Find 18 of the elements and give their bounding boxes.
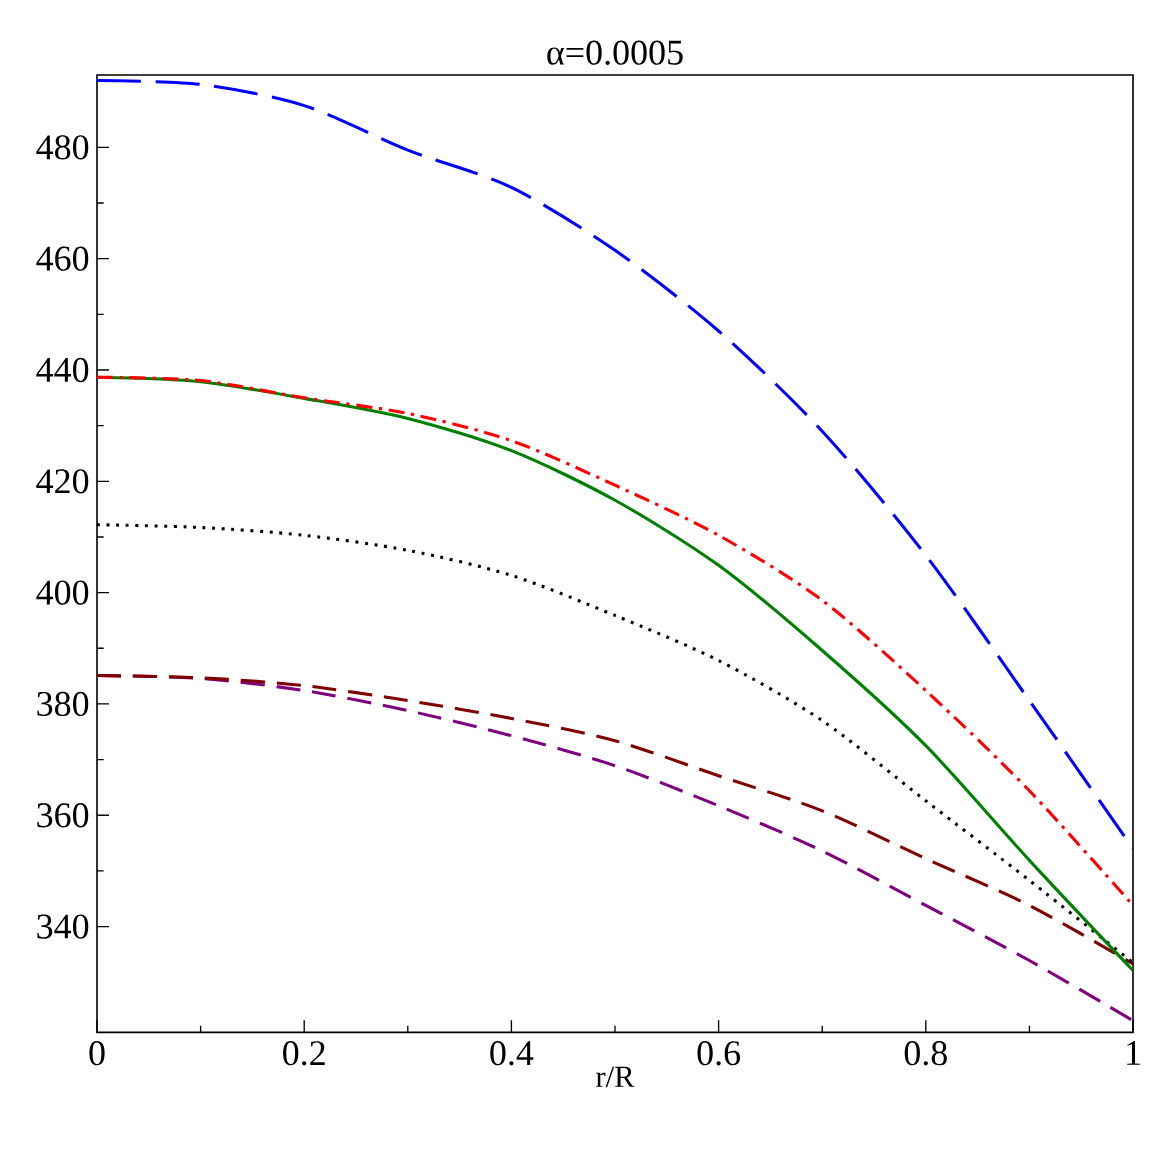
y-tick-label: 360 <box>37 802 89 828</box>
line-series <box>97 673 1134 966</box>
line-series <box>97 78 1134 851</box>
x-tick-label: 0.6 <box>697 1040 741 1066</box>
y-tick-label: 380 <box>37 691 89 716</box>
y-tick-label: 480 <box>36 135 89 160</box>
y-tick-label: 400 <box>36 580 89 605</box>
chart-title: α=0.0005 <box>547 40 683 65</box>
x-tick-label: 0.4 <box>490 1040 534 1066</box>
y-tick-label: 340 <box>37 914 89 939</box>
x-axis-title: r/R <box>596 1066 635 1087</box>
y-tick-label: 440 <box>36 357 89 382</box>
x-tick-label: 0.8 <box>904 1040 947 1066</box>
x-tick-label: 0.2 <box>283 1040 325 1066</box>
y-tick-label: 420 <box>36 469 89 494</box>
y-tick-label: 460 <box>36 246 89 271</box>
x-tick-label: 0 <box>89 1040 105 1066</box>
x-tick-label: 1 <box>1127 1040 1140 1065</box>
